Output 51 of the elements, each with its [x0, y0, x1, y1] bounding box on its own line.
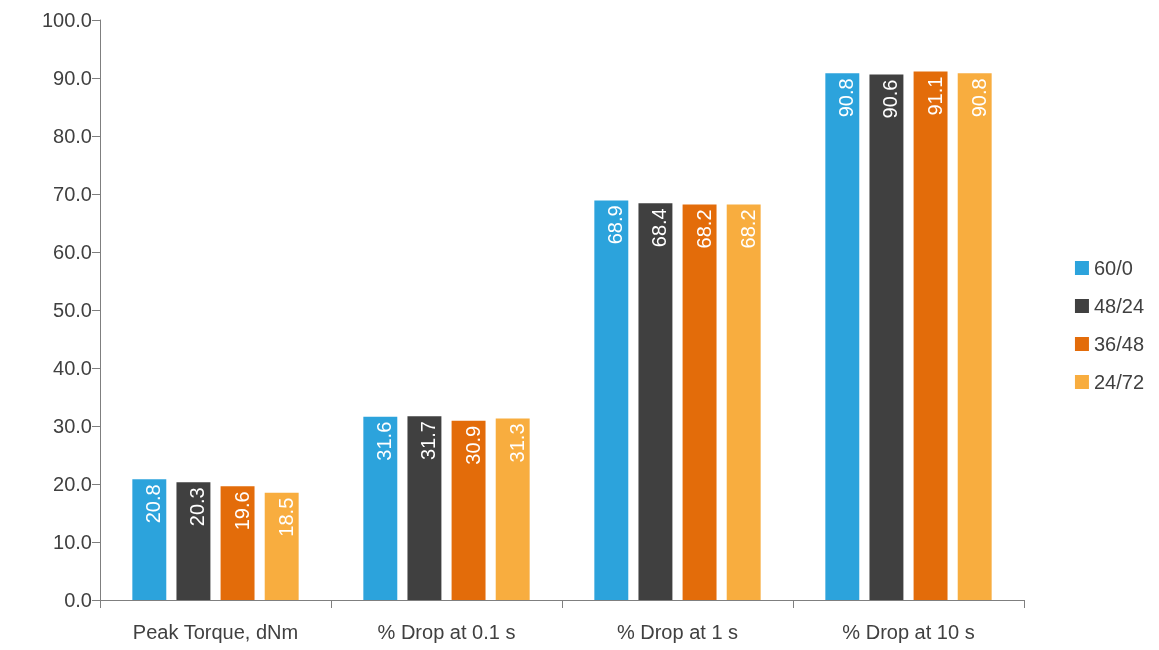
- data-label: 19.6: [230, 491, 253, 531]
- y-tick-label: 0.0: [64, 589, 92, 611]
- bar: [957, 73, 992, 600]
- data-label: 31.6: [373, 421, 396, 461]
- bar: [495, 418, 530, 600]
- x-tick-label: % Drop at 0.1 s: [377, 621, 516, 643]
- data-label: 90.8: [835, 78, 858, 118]
- data-label: 68.2: [736, 209, 759, 249]
- y-tick-label: 30.0: [53, 415, 92, 437]
- data-label: 90.6: [879, 79, 902, 119]
- y-tick-label: 100.0: [41, 9, 92, 31]
- y-tick-label: 20.0: [53, 473, 92, 495]
- legend-label: 48/24: [1093, 295, 1145, 317]
- data-label: 18.5: [274, 497, 297, 537]
- data-label: 68.4: [648, 208, 671, 248]
- data-label: 20.8: [142, 484, 165, 524]
- legend-label: 24/72: [1093, 371, 1145, 393]
- legend-label: 60/0: [1093, 257, 1133, 279]
- y-tick-label: 80.0: [53, 125, 92, 147]
- bar: [726, 204, 761, 600]
- legend-label: 36/48: [1093, 333, 1145, 355]
- bar: [220, 486, 255, 600]
- data-label: 31.3: [505, 423, 528, 463]
- x-tick-label: % Drop at 1 s: [616, 621, 739, 643]
- y-tick-label: 10.0: [53, 531, 92, 553]
- bar: [451, 420, 486, 600]
- y-tick-label: 50.0: [53, 299, 92, 321]
- data-label: 90.8: [967, 78, 990, 118]
- bar: [682, 204, 717, 600]
- y-tick-label: 90.0: [53, 67, 92, 89]
- data-label: 20.3: [186, 487, 209, 527]
- data-label: 30.9: [461, 425, 484, 465]
- y-tick-label: 70.0: [53, 183, 92, 205]
- bar: [176, 482, 211, 600]
- bar: [363, 416, 398, 600]
- x-tick-label: % Drop at 10 s: [842, 621, 975, 643]
- bar: [132, 479, 167, 600]
- bar: [913, 71, 948, 600]
- data-label: 68.2: [692, 209, 715, 249]
- bar: [594, 200, 629, 600]
- data-label: 31.7: [417, 421, 440, 461]
- y-tick-label: 40.0: [53, 357, 92, 379]
- x-tick-label: Peak Torque, dNm: [132, 621, 299, 643]
- data-label: 68.9: [604, 205, 627, 245]
- bar: [638, 203, 673, 600]
- bar: [825, 73, 860, 600]
- bar: [264, 492, 299, 600]
- data-label: 91.1: [923, 76, 946, 116]
- y-tick-label: 60.0: [53, 241, 92, 263]
- bar: [407, 416, 442, 600]
- bar: [869, 74, 904, 600]
